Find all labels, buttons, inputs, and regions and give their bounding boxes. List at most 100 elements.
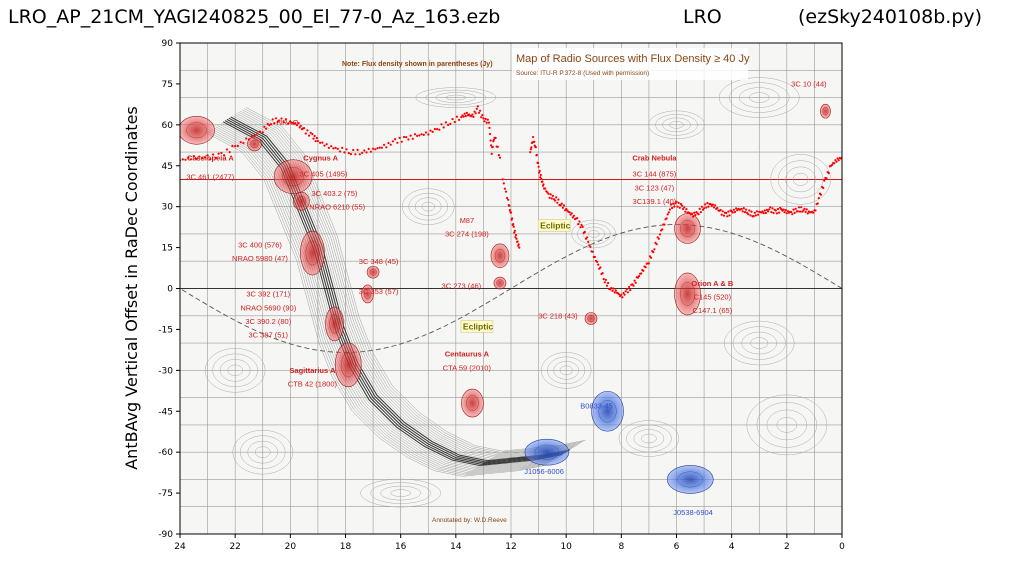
background-contour [626,424,672,453]
scan-point [271,118,274,121]
scan-point [633,279,636,282]
scan-point [628,285,631,288]
source-label: 3C 390.2 (80) [245,317,291,326]
galactic-contour [217,125,557,470]
scan-point [652,251,655,254]
scan-point [732,208,736,211]
scan-point [816,202,819,205]
scan-point [394,138,397,141]
scan-point [791,213,794,216]
scan-point [250,135,253,138]
background-contour [380,485,421,501]
radio-source-blob [584,312,598,325]
scan-point [538,171,541,174]
scan-point [334,146,337,149]
scan-point [458,118,461,121]
scan-point [438,128,441,131]
scan-point [823,179,826,182]
scan-point [295,124,299,127]
scan-point [256,132,259,135]
scan-point [647,262,651,265]
scan-point [533,140,536,143]
x-tick-label: 4 [729,542,735,552]
scan-point [587,240,590,243]
scan-point [837,159,840,162]
scan-point [769,206,772,209]
scan-point [195,157,198,160]
scan-point [817,197,820,200]
scan-point [783,211,786,214]
y-tick-label: 45 [162,162,173,172]
source-label: Cygnus A [303,153,338,162]
x-tick-label: 8 [618,542,624,552]
source-label: C147.1 (65) [693,306,733,315]
x-tick-label: 14 [450,542,462,552]
scan-point [694,214,697,217]
scan-point [835,160,838,163]
filename-title: LRO_AP_21CM_YAGI240825_00_El_77-0_Az_163… [8,6,501,28]
y-tick-label: 90 [162,39,174,49]
scan-point [538,169,541,172]
source-label: Crab Nebula [632,153,677,162]
scan-point [508,204,511,207]
background-contour [719,77,800,118]
scan-point [389,143,392,146]
source-label: 3C 353 (57) [359,287,399,296]
x-tick-label: 22 [229,542,240,552]
scan-point [539,173,542,177]
scan-point [764,211,768,215]
background-contour [255,446,271,458]
scan-point [184,158,187,161]
scan-point [683,206,686,209]
background-contour [588,230,600,238]
scan-point [834,159,837,162]
scan-point [247,138,251,141]
scan-point [562,204,566,207]
scan-point [496,145,499,148]
scan-point [486,118,489,121]
source-label: C145 (520) [694,292,732,301]
scan-point [711,203,715,206]
background-contour [445,94,467,101]
scan-point [449,122,452,125]
background-contour [669,121,684,129]
scan-point [442,126,445,129]
scan-point [706,201,709,205]
scan-point [668,208,672,211]
scan-point [280,117,283,120]
scan-point [378,146,381,149]
scan-point [431,130,434,133]
scan-point [517,243,520,246]
scan-point [311,133,314,136]
scan-point [744,208,748,211]
scan-point [483,120,486,123]
scan-point [665,217,668,220]
source-label: 3C 273 (46) [442,282,482,291]
scan-point [576,217,579,220]
scan-point [497,154,500,157]
scan-point [623,293,626,296]
scan-point [518,246,521,249]
scan-point [613,291,616,294]
scan-point [709,203,712,206]
scan-point [722,214,726,217]
scan-point [504,190,508,193]
scan-point [491,145,494,148]
scan-point [677,201,680,204]
scan-point [743,211,747,214]
scan-point [632,284,635,287]
scan-point [644,266,647,269]
scan-point [488,126,491,129]
scan-point [678,206,681,209]
radio-source-blob [674,213,701,244]
scan-point [673,205,676,208]
background-contour [204,348,266,393]
background-contour [732,326,786,360]
program-title: (ezSky240108b.py) [798,6,983,28]
scan-point [556,201,559,204]
scan-point [530,146,533,149]
source-label: M87 [460,216,475,225]
scan-point [306,129,309,132]
map-note: Note: Flux density shown in parentheses … [342,61,493,68]
y-tick-label: 15 [162,244,173,254]
